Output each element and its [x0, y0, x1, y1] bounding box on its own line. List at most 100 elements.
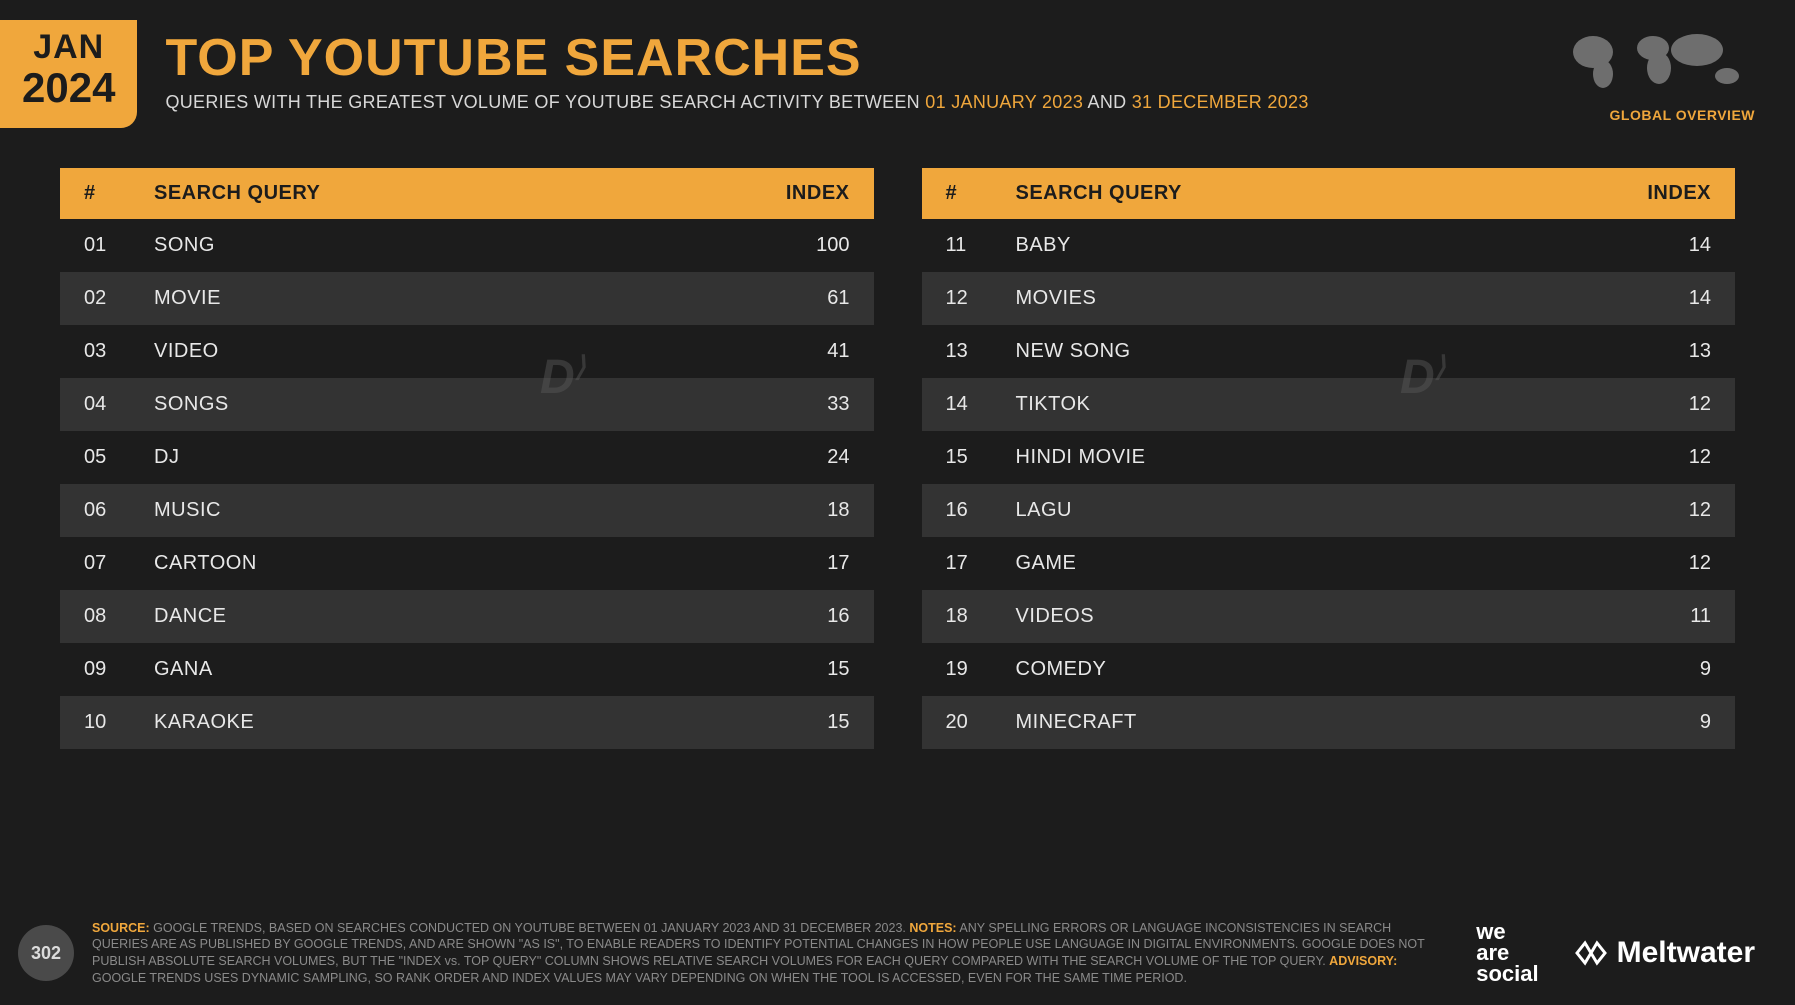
cell-query: GANA	[154, 658, 730, 681]
cell-rank: 14	[946, 393, 1016, 416]
world-map-icon	[1555, 26, 1755, 96]
cell-query: MUSIC	[154, 499, 730, 522]
cell-query: COMEDY	[1016, 658, 1592, 681]
table-right: # SEARCH QUERY INDEX 11BABY1412MOVIES141…	[922, 168, 1736, 749]
cell-query: SONGS	[154, 393, 730, 416]
table-row: 01SONG100	[60, 219, 874, 272]
table-header: # SEARCH QUERY INDEX	[60, 168, 874, 219]
source-key: SOURCE:	[92, 921, 150, 935]
cell-query: GAME	[1016, 552, 1592, 575]
advisory-text: GOOGLE TRENDS USES DYNAMIC SAMPLING, SO …	[92, 971, 1187, 985]
table-row: 06MUSIC18	[60, 484, 874, 537]
cell-index: 18	[730, 499, 850, 522]
subtitle-date1: 01 JANUARY 2023	[925, 92, 1083, 112]
meltwater-icon	[1573, 935, 1609, 971]
table-row: 02MOVIE61	[60, 272, 874, 325]
cell-rank: 15	[946, 446, 1016, 469]
cell-rank: 05	[84, 446, 154, 469]
table-row: 15HINDI MOVIE12	[922, 431, 1736, 484]
table-row: 18VIDEOS11	[922, 590, 1736, 643]
table-row: 12MOVIES14	[922, 272, 1736, 325]
cell-index: 33	[730, 393, 850, 416]
tables-wrapper: # SEARCH QUERY INDEX 01SONG10002MOVIE610…	[0, 128, 1795, 749]
page-number: 302	[18, 925, 74, 981]
cell-index: 12	[1591, 393, 1711, 416]
table-row: 08DANCE16	[60, 590, 874, 643]
cell-index: 12	[1591, 446, 1711, 469]
title-block: TOP YOUTUBE SEARCHES QUERIES WITH THE GR…	[165, 20, 1535, 113]
cell-index: 14	[1591, 287, 1711, 310]
table-row: 16LAGU12	[922, 484, 1736, 537]
cell-index: 9	[1591, 658, 1711, 681]
cell-rank: 19	[946, 658, 1016, 681]
cell-index: 61	[730, 287, 850, 310]
table-row: 09GANA15	[60, 643, 874, 696]
notes-key: NOTES:	[909, 921, 956, 935]
table-row: 20MINECRAFT9	[922, 696, 1736, 749]
cell-index: 15	[730, 658, 850, 681]
cell-rank: 10	[84, 711, 154, 734]
cell-query: HINDI MOVIE	[1016, 446, 1592, 469]
globe-block: GLOBAL OVERVIEW	[1535, 20, 1755, 123]
cell-rank: 01	[84, 234, 154, 257]
cell-rank: 02	[84, 287, 154, 310]
cell-query: CARTOON	[154, 552, 730, 575]
cell-rank: 09	[84, 658, 154, 681]
cell-query: VIDEOS	[1016, 605, 1592, 628]
cell-query: MINECRAFT	[1016, 711, 1592, 734]
cell-query: TIKTOK	[1016, 393, 1592, 416]
advisory-key: ADVISORY:	[1329, 954, 1397, 968]
table-row: 03VIDEO41	[60, 325, 874, 378]
cell-index: 13	[1591, 340, 1711, 363]
table-row: 04SONGS33	[60, 378, 874, 431]
cell-query: KARAOKE	[154, 711, 730, 734]
cell-query: DANCE	[154, 605, 730, 628]
cell-index: 11	[1591, 605, 1711, 628]
cell-rank: 04	[84, 393, 154, 416]
col-query-header: SEARCH QUERY	[1016, 182, 1592, 205]
cell-rank: 20	[946, 711, 1016, 734]
we-are-social-logo: we are social	[1476, 922, 1538, 985]
date-year: 2024	[22, 66, 115, 110]
was-line3: social	[1476, 964, 1538, 985]
cell-query: MOVIES	[1016, 287, 1592, 310]
header: JAN 2024 TOP YOUTUBE SEARCHES QUERIES WI…	[0, 0, 1795, 128]
cell-rank: 13	[946, 340, 1016, 363]
col-query-header: SEARCH QUERY	[154, 182, 730, 205]
cell-rank: 03	[84, 340, 154, 363]
date-badge: JAN 2024	[0, 20, 137, 128]
cell-rank: 08	[84, 605, 154, 628]
cell-query: LAGU	[1016, 499, 1592, 522]
cell-rank: 07	[84, 552, 154, 575]
table-row: 13NEW SONG13	[922, 325, 1736, 378]
page-title: TOP YOUTUBE SEARCHES	[165, 28, 1535, 88]
cell-index: 17	[730, 552, 850, 575]
cell-rank: 17	[946, 552, 1016, 575]
cell-rank: 12	[946, 287, 1016, 310]
cell-index: 12	[1591, 552, 1711, 575]
cell-query: SONG	[154, 234, 730, 257]
footer: 302 SOURCE: GOOGLE TRENDS, BASED ON SEAR…	[0, 920, 1795, 988]
subtitle-pre: QUERIES WITH THE GREATEST VOLUME OF YOUT…	[165, 92, 925, 112]
cell-query: VIDEO	[154, 340, 730, 363]
cell-query: NEW SONG	[1016, 340, 1592, 363]
cell-index: 41	[730, 340, 850, 363]
cell-index: 24	[730, 446, 850, 469]
table-row: 07CARTOON17	[60, 537, 874, 590]
meltwater-logo: Meltwater	[1573, 935, 1755, 971]
subtitle-date2: 31 DECEMBER 2023	[1132, 92, 1309, 112]
table-row: 11BABY14	[922, 219, 1736, 272]
table-row: 10KARAOKE15	[60, 696, 874, 749]
page-subtitle: QUERIES WITH THE GREATEST VOLUME OF YOUT…	[165, 92, 1535, 113]
table-row: 17GAME12	[922, 537, 1736, 590]
table-row: 19COMEDY9	[922, 643, 1736, 696]
source-text: GOOGLE TRENDS, BASED ON SEARCHES CONDUCT…	[150, 921, 910, 935]
col-index-header: INDEX	[730, 182, 850, 205]
cell-rank: 11	[946, 234, 1016, 257]
table-header: # SEARCH QUERY INDEX	[922, 168, 1736, 219]
meltwater-text: Meltwater	[1617, 936, 1755, 970]
cell-index: 16	[730, 605, 850, 628]
date-month: JAN	[22, 30, 115, 66]
col-index-header: INDEX	[1591, 182, 1711, 205]
cell-query: MOVIE	[154, 287, 730, 310]
